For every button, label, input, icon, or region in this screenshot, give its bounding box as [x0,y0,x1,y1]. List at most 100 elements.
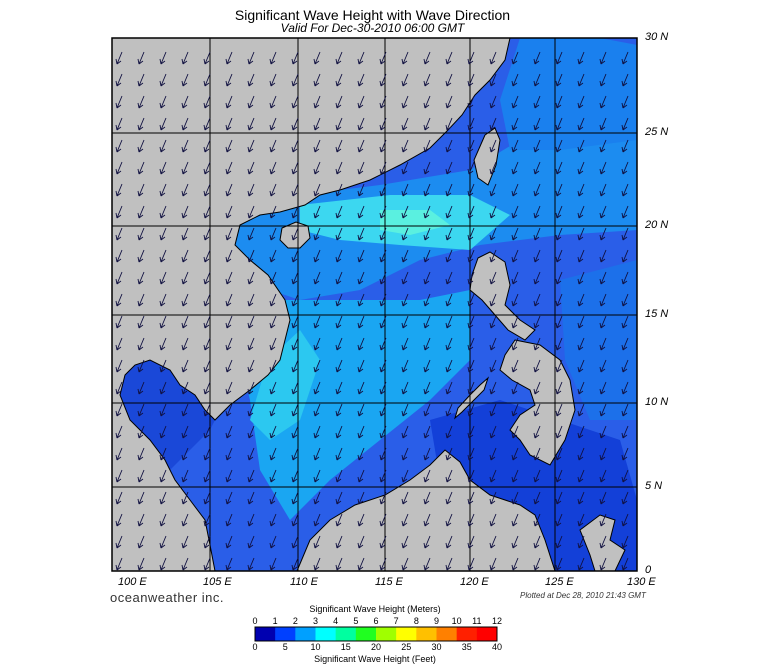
wave-arrow [467,95,475,109]
wave-arrow [467,359,475,373]
wave-arrow [225,95,233,109]
wave-arrow [423,491,431,505]
wave-arrow [423,293,431,307]
wave-arrow [225,117,233,131]
wave-arrow [203,403,211,417]
wave-arrow [357,403,365,417]
wave-arrow [621,293,629,307]
wave-arrow [555,425,563,439]
wave-arrow [159,425,167,439]
wave-arrow [159,491,167,505]
wave-arrow [511,95,519,109]
wave-arrow [115,469,123,483]
wave-arrow [269,205,277,219]
wave-arrow [313,513,321,527]
wave-arrow [533,491,541,505]
wave-arrow [247,381,255,395]
wave-arrow [379,73,387,87]
map-title: Significant Wave Height with Wave Direct… [234,7,511,23]
wave-arrow [577,425,585,439]
wave-arrow [489,117,497,131]
wave-arrow [445,95,453,109]
wave-arrow [533,315,541,329]
wave-arrow [445,183,453,197]
wave-arrow [335,183,343,197]
wave-arrow [445,469,453,483]
wave-arrow [335,271,343,285]
wave-arrow [225,51,233,65]
wave-arrow [423,535,431,549]
colorbar-feet-tick: 25 [401,642,412,652]
wave-arrow [291,51,299,65]
wave-arrow [423,447,431,461]
wave-arrow [599,271,607,285]
wave-arrow [247,491,255,505]
wave-arrow [489,337,497,351]
wave-arrow [225,535,233,549]
wave-arrow [247,249,255,263]
wave-arrow [181,51,189,65]
wave-arrow [225,557,233,571]
wave-arrow [379,117,387,131]
colorbar-segment [255,627,276,641]
wave-arrow [357,183,365,197]
wave-arrow [621,359,629,373]
wave-arrow [357,447,365,461]
wave-arrow [511,425,519,439]
land-borneo [296,449,556,571]
wave-arrow [467,249,475,263]
wave-arrow [115,557,123,571]
wave-arrow [203,535,211,549]
wave-arrow [621,271,629,285]
wave-arrow [291,535,299,549]
wave-arrow [181,249,189,263]
wave-arrow [291,73,299,87]
wave-arrow [357,557,365,571]
wave-arrow [577,447,585,461]
wave-arrow [489,403,497,417]
wave-arrow [247,557,255,571]
wave-arrow [203,117,211,131]
wave-arrow [379,183,387,197]
wave-arrow [423,381,431,395]
wave-arrow [115,425,123,439]
wave-arrow [555,205,563,219]
wave-arrow [203,73,211,87]
wave-arrow [137,469,145,483]
wave-arrow [203,51,211,65]
wave-arrow [489,51,497,65]
wave-arrow [379,139,387,153]
wave-arrow [401,73,409,87]
wave-arrow [203,249,211,263]
wave-arrow [247,359,255,373]
wave-arrow [247,469,255,483]
wave-arrow [423,403,431,417]
wave-arrow [335,293,343,307]
wave-arrow [159,161,167,175]
wave-arrow [335,359,343,373]
wave-arrow [159,513,167,527]
wave-arrow [137,293,145,307]
wave-arrow [445,513,453,527]
colorbar-meter-tick: 2 [292,616,298,626]
wave-arrow [335,205,343,219]
wave-arrow [379,293,387,307]
wave-arrow [159,535,167,549]
wave-arrow [467,491,475,505]
wave-arrow [159,249,167,263]
wave-arrow [357,161,365,175]
wave-arrow [181,337,189,351]
wave-arrow [203,337,211,351]
wave-arrow [379,161,387,175]
wave-arrow [291,271,299,285]
colorbar [255,627,498,641]
wave-arrow [423,249,431,263]
colorbar-meter-tick: 4 [333,616,339,626]
wave-arrow [445,315,453,329]
wave-arrow [203,161,211,175]
wave-arrow [401,315,409,329]
wave-arrow [511,139,519,153]
wave-arrow [533,51,541,65]
wave-arrow [533,205,541,219]
lat-label: 25 N [645,126,669,138]
